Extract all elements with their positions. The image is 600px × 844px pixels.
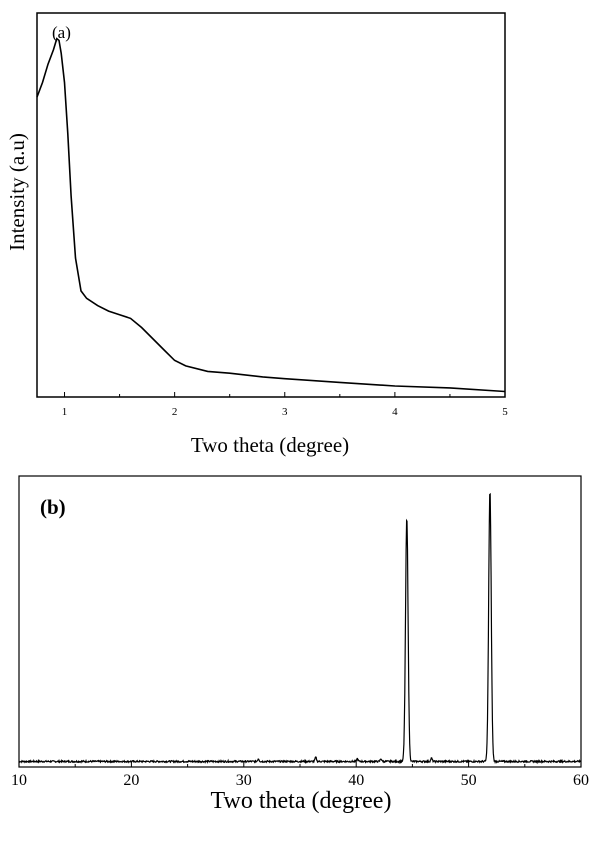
panel-a-x-axis-label: Two theta (degree) — [191, 433, 349, 457]
panel-a-x-tick-label: 1 — [62, 406, 68, 418]
panel-b-frame — [18, 475, 582, 768]
panel-b-label: (b) — [40, 495, 66, 519]
panel-a-x-tick-label: 3 — [282, 406, 288, 418]
panel-b-x-tick-label: 30 — [236, 772, 252, 789]
panel-a-y-axis-label: Intensity (a.u) — [5, 133, 29, 251]
panel-a-series-line — [36, 37, 506, 393]
panel-b-series-line — [18, 492, 582, 765]
panel-b-x-tick-label: 50 — [461, 772, 477, 789]
panel-a-frame — [36, 12, 506, 398]
panel-a-label: (a) — [52, 23, 71, 42]
panel-a-x-tick-label: 4 — [392, 406, 398, 418]
panel-b-x-tick-label: 40 — [348, 772, 364, 789]
panel-b-x-tick-label: 60 — [573, 772, 589, 789]
panel-b-x-tick-label: 10 — [11, 772, 27, 789]
panel-a: (a) 1 2 3 4 5 Two theta (degree) Intensity (… — [5, 12, 508, 457]
panel-b-x-ticks: 10 20 30 40 50 60 — [11, 761, 589, 789]
panel-b-x-axis-label: Two theta (degree) — [211, 788, 392, 814]
panel-a-x-tick-label: 2 — [172, 406, 178, 418]
panel-b-x-tick-label: 20 — [123, 772, 139, 789]
panel-a-x-ticks: 1 2 3 4 5 — [62, 392, 508, 418]
panel-a-x-tick-label: 5 — [502, 406, 508, 418]
panel-b: (b) 10 20 30 40 50 60 Two theta (degree) — [11, 475, 589, 814]
